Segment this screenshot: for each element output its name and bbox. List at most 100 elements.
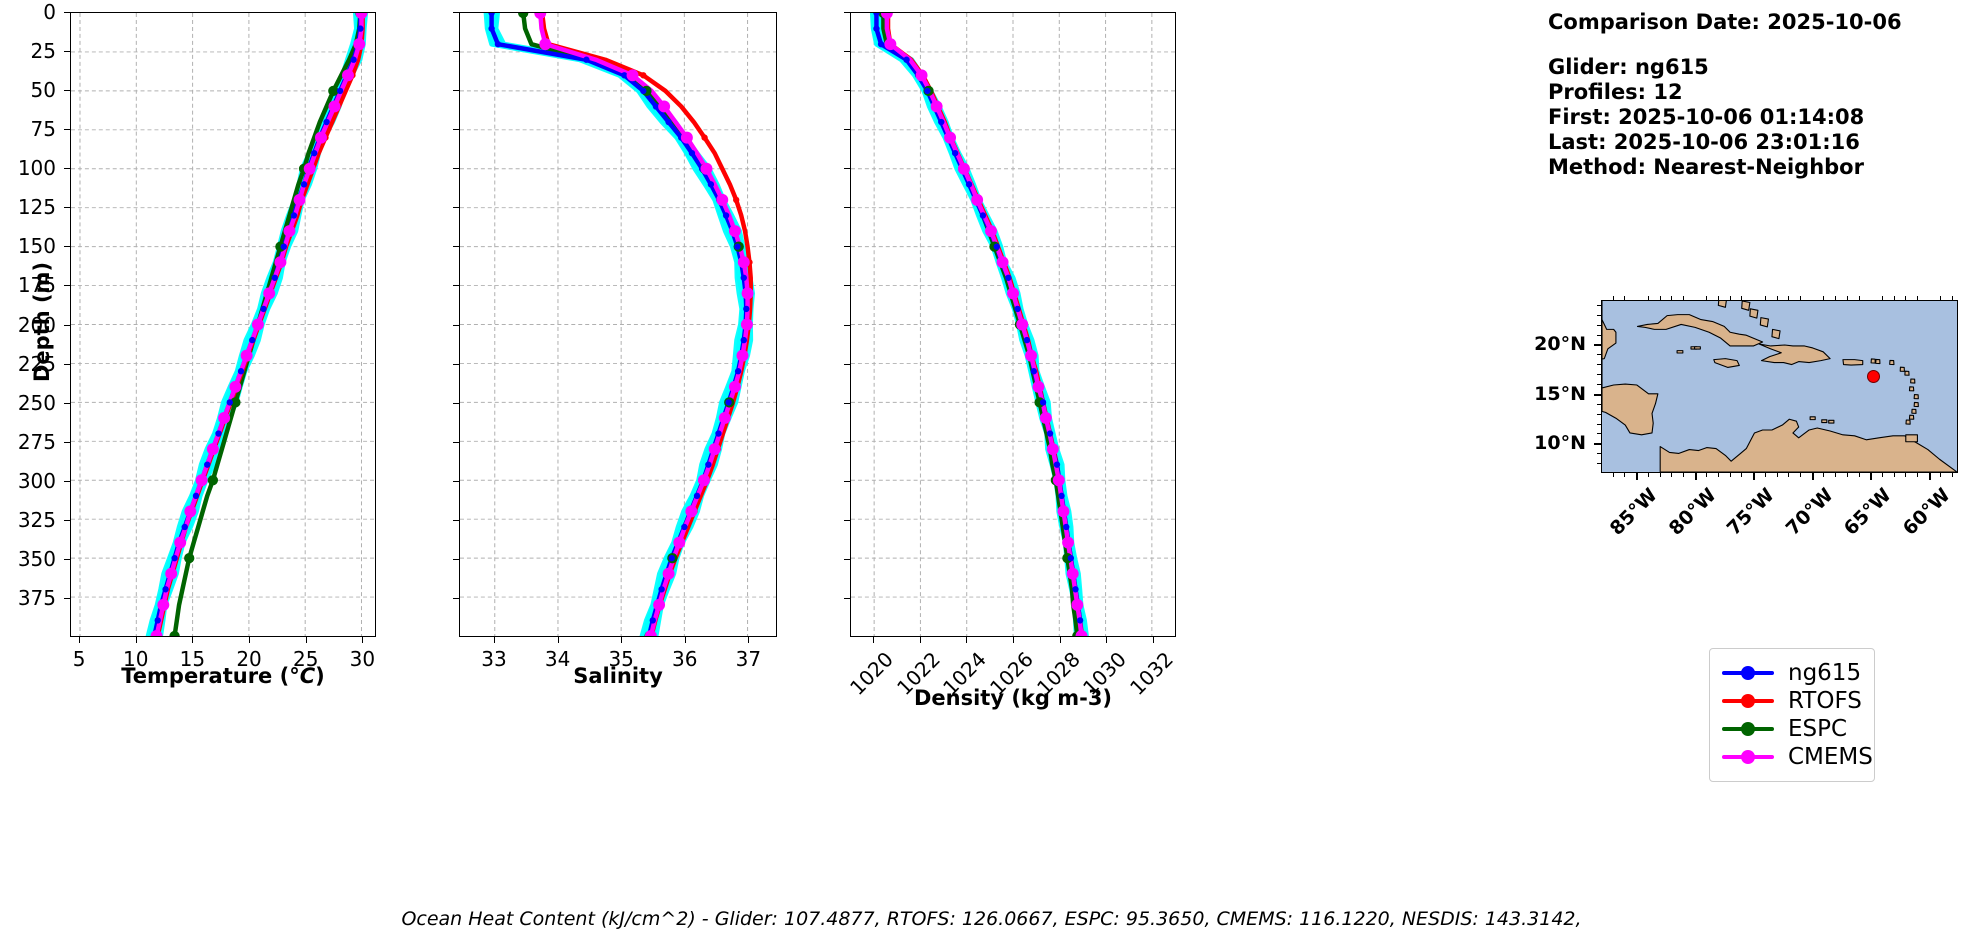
legend-item-espc[interactable]: ESPC: [1722, 715, 1858, 743]
depth-tick-label: 325: [17, 507, 56, 532]
glider-position-marker: [1867, 369, 1881, 383]
x-tick: [684, 637, 686, 643]
map-lat-minor-tick: [1597, 364, 1601, 366]
x-tick: [192, 637, 194, 643]
salinity-plot-area[interactable]: [459, 12, 777, 637]
map-lon-minor-tick: [1659, 296, 1661, 300]
depth-tick: [64, 90, 70, 92]
x-tick: [1152, 637, 1154, 643]
map-lon-minor-tick: [1682, 296, 1684, 300]
depth-tick: [64, 519, 70, 521]
x-tick: [919, 637, 921, 643]
map-lat-minor-tick: [1597, 463, 1601, 465]
salinity-axis-title: Salinity: [573, 664, 663, 688]
map-lon-minor-tick: [1835, 296, 1837, 300]
depth-tick: [844, 246, 850, 248]
map-lon-minor-tick: [1858, 473, 1860, 477]
salinity-plot-svg: [460, 13, 776, 636]
depth-tick: [64, 51, 70, 53]
depth-tick-label: 300: [17, 468, 56, 493]
map-lon-minor-tick: [1881, 296, 1883, 300]
depth-tick-label: 200: [17, 312, 56, 337]
map-lon-minor-tick: [1846, 296, 1848, 300]
map-lon-label: 65°W: [1839, 484, 1896, 540]
legend-item-cmems[interactable]: CMEMS: [1722, 743, 1873, 771]
map-lon-label: 70°W: [1781, 484, 1838, 540]
x-tick: [249, 637, 251, 643]
depth-tick: [64, 558, 70, 560]
map-frame: [1601, 300, 1958, 473]
map-lon-minor-tick: [1612, 473, 1614, 477]
depth-tick: [844, 480, 850, 482]
map-lon-tick: [1636, 473, 1639, 480]
depth-tick-label: 250: [17, 390, 56, 415]
method-label: Method: Nearest-Neighbor: [1548, 155, 1864, 179]
depth-tick-label: 350: [17, 546, 56, 571]
map-lon-tick: [1928, 473, 1931, 480]
map-lon-minor-tick: [1706, 296, 1708, 300]
depth-tick: [64, 441, 70, 443]
depth-tick: [64, 246, 70, 248]
depth-tick: [453, 51, 459, 53]
depth-tick-label: 275: [17, 429, 56, 454]
legend-label: CMEMS: [1788, 744, 1873, 770]
map-lon-minor-tick: [1893, 473, 1895, 477]
map-lon-minor-tick: [1718, 296, 1720, 300]
depth-tick: [64, 480, 70, 482]
depth-tick-label: 175: [17, 273, 56, 298]
map-lon-minor-tick: [1624, 473, 1626, 477]
map-lon-minor-tick: [1799, 473, 1801, 477]
depth-tick: [844, 207, 850, 209]
map-lon-tick: [1870, 473, 1873, 480]
map-lat-minor-tick: [1597, 314, 1601, 316]
depth-tick: [453, 12, 459, 13]
depth-tick: [64, 168, 70, 170]
x-tick: [135, 637, 137, 643]
map-lat-tick: [1594, 393, 1601, 396]
map-lon-minor-tick: [1799, 296, 1801, 300]
location-map[interactable]: 20°N 15°N 10°N 85°W 80°W 75°W 70°W 65°W 60°W: [1534, 296, 1958, 540]
x-tick-label: 20: [236, 647, 262, 671]
legend-swatch-icon: [1722, 663, 1774, 683]
depth-tick: [453, 285, 459, 287]
salinity-panel: [459, 12, 777, 637]
legend-item-ng615[interactable]: ng615: [1722, 659, 1862, 687]
profiles-label: Profiles: 12: [1548, 80, 1683, 104]
depth-tick: [453, 402, 459, 404]
depth-tick-label: 375: [17, 585, 56, 610]
comparison-date-label: Comparison Date: 2025-10-06: [1548, 10, 1902, 34]
map-lon-tick: [1811, 473, 1814, 480]
legend-label: ng615: [1788, 660, 1862, 686]
depth-tick: [453, 441, 459, 443]
map-lon-minor-tick: [1823, 296, 1825, 300]
map-lon-minor-tick: [1624, 296, 1626, 300]
density-plot-area[interactable]: [850, 12, 1176, 637]
map-lat-tick: [1594, 443, 1601, 446]
legend-item-rtofs[interactable]: RTOFS: [1722, 687, 1862, 715]
temperature-plot-area[interactable]: [70, 12, 376, 637]
x-tick-label: 25: [292, 647, 319, 671]
map-lon-minor-tick: [1905, 296, 1907, 300]
map-lon-minor-tick: [1917, 296, 1919, 300]
x-tick-label: 15: [179, 647, 206, 671]
map-lon-minor-tick: [1940, 296, 1942, 300]
depth-tick: [453, 363, 459, 365]
map-lon-minor-tick: [1729, 296, 1731, 300]
depth-tick: [64, 129, 70, 131]
x-tick: [493, 637, 495, 643]
map-lon-minor-tick: [1764, 473, 1766, 477]
map-lon-label: 85°W: [1605, 484, 1662, 540]
map-lon-minor-tick: [1647, 296, 1649, 300]
x-tick: [1106, 637, 1108, 643]
depth-tick: [844, 558, 850, 560]
density-panel: [850, 12, 1176, 637]
series-legend[interactable]: ng615 RTOFS ESPC CMEMS: [1709, 648, 1875, 782]
x-tick: [873, 637, 875, 643]
x-tick-label: 10: [122, 647, 149, 671]
x-tick: [79, 637, 81, 643]
density-axis-title: Density (kg m-3): [913, 686, 1113, 710]
x-tick-label: 33: [481, 647, 507, 671]
depth-tick: [844, 519, 850, 521]
map-lon-tick: [1753, 473, 1756, 480]
